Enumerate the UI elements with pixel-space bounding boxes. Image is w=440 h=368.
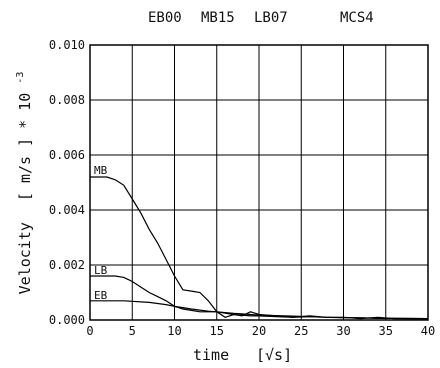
y-axis-label-name: Velocity [16, 222, 34, 294]
series-lines [90, 176, 429, 320]
y-tick-label: 0.004 [49, 203, 85, 217]
x-tick-label: 40 [421, 324, 435, 338]
x-axis-label: time [√s] [193, 346, 292, 364]
chart-title: EB00 MB15 LB07 MCS4 [148, 10, 374, 26]
y-axis-label-exponent: -3 [15, 72, 26, 84]
series-label-mb: MB [94, 164, 108, 177]
y-axis-label-text: Velocity [ m/s ] * 10 -3 [15, 72, 34, 295]
y-tick-label: 0.010 [49, 38, 85, 52]
plot-frame [89, 44, 429, 321]
x-tick-label: 0 [86, 324, 93, 338]
grid [90, 45, 428, 320]
y-axis-label: Velocity [ m/s ] * 10 -3 [15, 72, 34, 295]
x-tick-label: 20 [252, 324, 266, 338]
title-part-eb: EB00 [148, 10, 182, 26]
series-line-eb [90, 300, 429, 320]
x-tick-label: 30 [336, 324, 350, 338]
title-part-mcs: MCS4 [340, 10, 374, 26]
title-part-lb: LB07 [254, 10, 288, 26]
y-axis-label-unit: [ m/s ] * 10 [16, 93, 34, 201]
x-tick-label: 10 [167, 324, 181, 338]
title-part-mb: MB15 [201, 10, 235, 26]
series-label-lb: LB [94, 264, 108, 277]
y-tick-label: 0.000 [49, 313, 85, 327]
x-axis-label-text: time [193, 346, 229, 364]
x-tick-label: 35 [379, 324, 393, 338]
y-tick-label: 0.008 [49, 93, 85, 107]
x-tick-label: 5 [129, 324, 136, 338]
x-axis-label-unit: [√s] [256, 346, 292, 364]
x-tick-label: 25 [294, 324, 308, 338]
y-tick-label: 0.006 [49, 148, 85, 162]
y-axis-ticks: 0.000 0.002 0.004 0.006 0.008 0.010 [49, 38, 85, 327]
series-label-eb: EB [94, 289, 108, 302]
x-axis-ticks: 0 5 10 15 20 25 30 35 40 [86, 324, 435, 338]
x-tick-label: 15 [210, 324, 224, 338]
y-tick-label: 0.002 [49, 258, 85, 272]
